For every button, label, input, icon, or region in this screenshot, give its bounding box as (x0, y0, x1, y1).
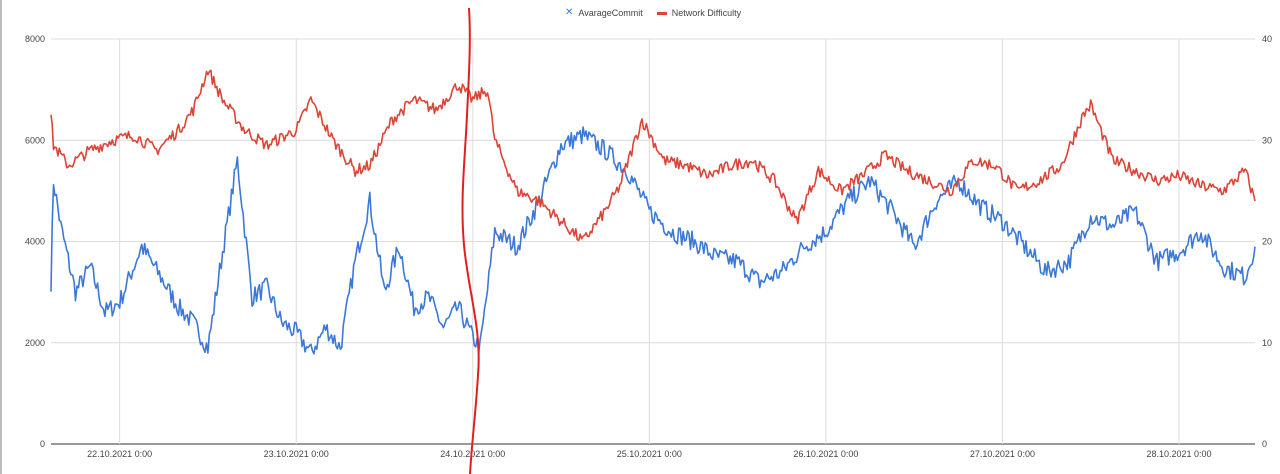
y-right-tick-label: 10 (1262, 338, 1272, 348)
legend-item-avarage-commit[interactable]: ✕ AvarageCommit (565, 7, 643, 19)
window-edge (0, 0, 2, 474)
x-tick-label: 27.10.2021 0:00 (970, 449, 1035, 459)
y-left-tick-label: 0 (40, 439, 45, 449)
x-tick-label: 26.10.2021 0:00 (793, 449, 858, 459)
legend-marker-line-icon (656, 11, 667, 15)
x-tick-label: 22.10.2021 0:00 (87, 449, 152, 459)
y-left-tick-label: 4000 (25, 237, 45, 247)
hand-drawn-red-line (461, 7, 480, 474)
legend-marker-x-icon: ✕ (565, 7, 574, 18)
legend-label: Network Difficulty (671, 8, 742, 18)
y-left-tick-label: 6000 (25, 135, 45, 145)
x-tick-label: 25.10.2021 0:00 (617, 449, 682, 459)
y-left-tick-label: 8000 (25, 34, 45, 44)
legend: ✕ AvarageCommit Network Difficulty (565, 7, 742, 19)
x-tick-label: 23.10.2021 0:00 (264, 449, 329, 459)
y-right-tick-label: 40 (1262, 34, 1272, 44)
legend-item-network-difficulty[interactable]: Network Difficulty (656, 8, 742, 18)
series-line-avarage-commit (50, 126, 1256, 355)
x-tick-label: 28.10.2021 0:00 (1146, 449, 1211, 459)
y-left-tick-label: 2000 (25, 338, 45, 348)
x-tick-label: 24.10.2021 0:00 (440, 449, 505, 459)
series-line-network-difficulty (50, 69, 1256, 242)
y-right-tick-label: 30 (1262, 135, 1272, 145)
y-right-tick-label: 0 (1262, 439, 1267, 449)
legend-label: AvarageCommit (578, 8, 643, 18)
y-right-tick-label: 20 (1262, 237, 1272, 247)
